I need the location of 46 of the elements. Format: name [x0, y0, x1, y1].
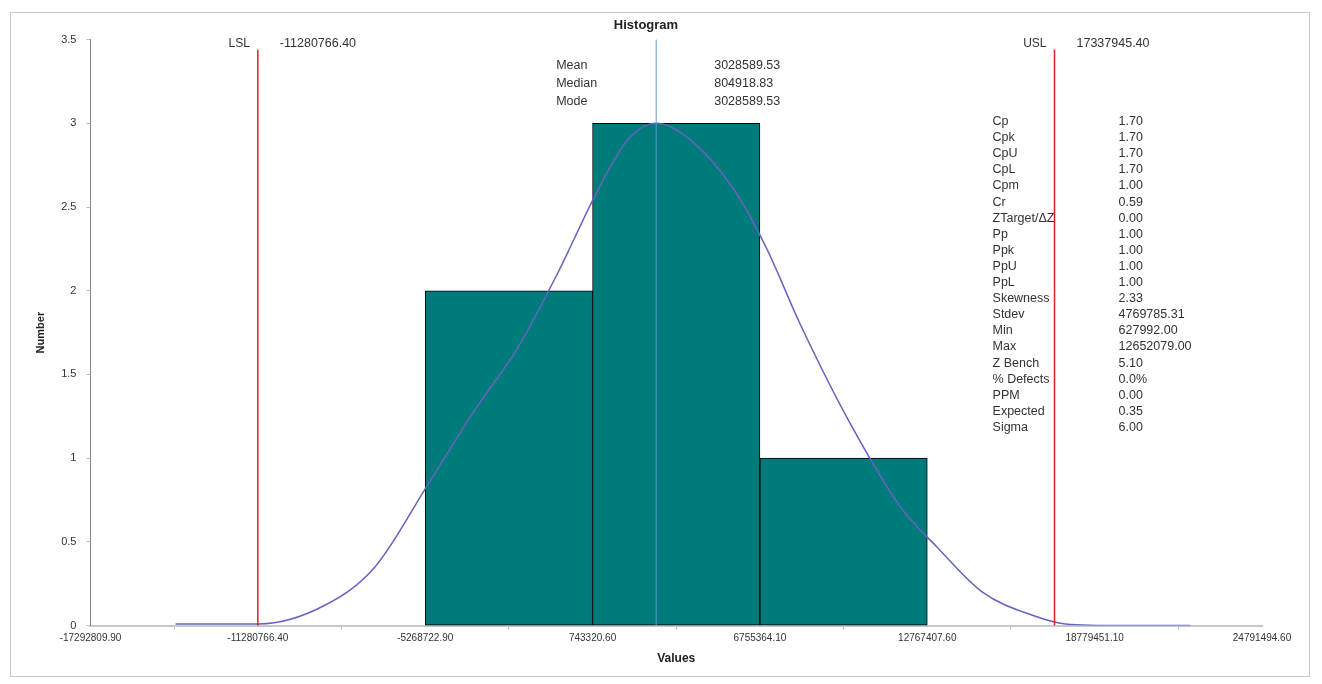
text: Cpk 1.70	[992, 130, 1143, 145]
x-tick-label: -17292809.90	[59, 632, 122, 644]
text: Skewness 2.33	[992, 291, 1143, 306]
text: Cr 0.59	[992, 194, 1143, 209]
x-tick-label: 12767407.60	[898, 632, 957, 644]
y-tick-label: 0.5	[61, 534, 77, 547]
x-tick-label: 6755364.10	[733, 632, 787, 644]
ref-line-label: USL	[1023, 35, 1047, 50]
annotation: 17337945.40	[1076, 36, 1150, 51]
y-tick-label: 1	[70, 451, 77, 464]
text: ZTarget/ΔZ 0.00	[992, 210, 1143, 225]
text: Cp 1.70	[992, 114, 1143, 129]
y-tick-label: 0	[70, 618, 77, 631]
y-tick-label: 3.5	[61, 32, 77, 45]
chart-title: Histogram	[613, 17, 679, 33]
text: CpL 1.70	[992, 162, 1143, 177]
y-tick-label: 1.5	[61, 367, 77, 380]
text: Median 804918.83	[556, 76, 774, 91]
y-tick-label: 2.5	[61, 200, 77, 213]
y-axis-title: Number	[33, 311, 46, 354]
x-tick-label: 24791494.60	[1232, 632, 1292, 644]
text: Min 627992.00	[992, 323, 1178, 338]
x-tick-label: 18779451.10	[1065, 632, 1125, 644]
text: CpU 1.70	[992, 146, 1143, 161]
text: Expected 0.35	[992, 403, 1143, 418]
text: Z Bench 5.10	[992, 355, 1143, 370]
annotation: -11280766.40	[279, 36, 357, 51]
text: PpL 1.00	[992, 275, 1143, 290]
text: Cpm 1.00	[992, 178, 1143, 193]
text: Pp 1.00	[992, 226, 1143, 241]
x-axis-title: Values	[657, 651, 696, 666]
text: Ppk 1.00	[992, 242, 1143, 257]
text: Mean 3028589.53	[556, 58, 781, 73]
y-tick-label: 3	[70, 116, 77, 129]
x-tick-label: -5268722.90	[397, 632, 454, 644]
y-tick-label: 2	[70, 283, 77, 296]
x-tick-label: 743320.60	[568, 632, 617, 644]
text: Mode 3028589.53	[556, 94, 781, 109]
text: PPM 0.00	[992, 387, 1143, 402]
x-tick-label: -11280766.40	[227, 632, 289, 644]
text: Sigma 6.00	[992, 419, 1143, 434]
ref-line-label: LSL	[228, 35, 251, 50]
text: Max 12652079.00	[992, 339, 1192, 354]
text: PpU 1.00	[992, 258, 1143, 273]
text: % Defects 0.0%	[992, 371, 1148, 386]
text: Stdev 4769785.31	[992, 307, 1185, 322]
